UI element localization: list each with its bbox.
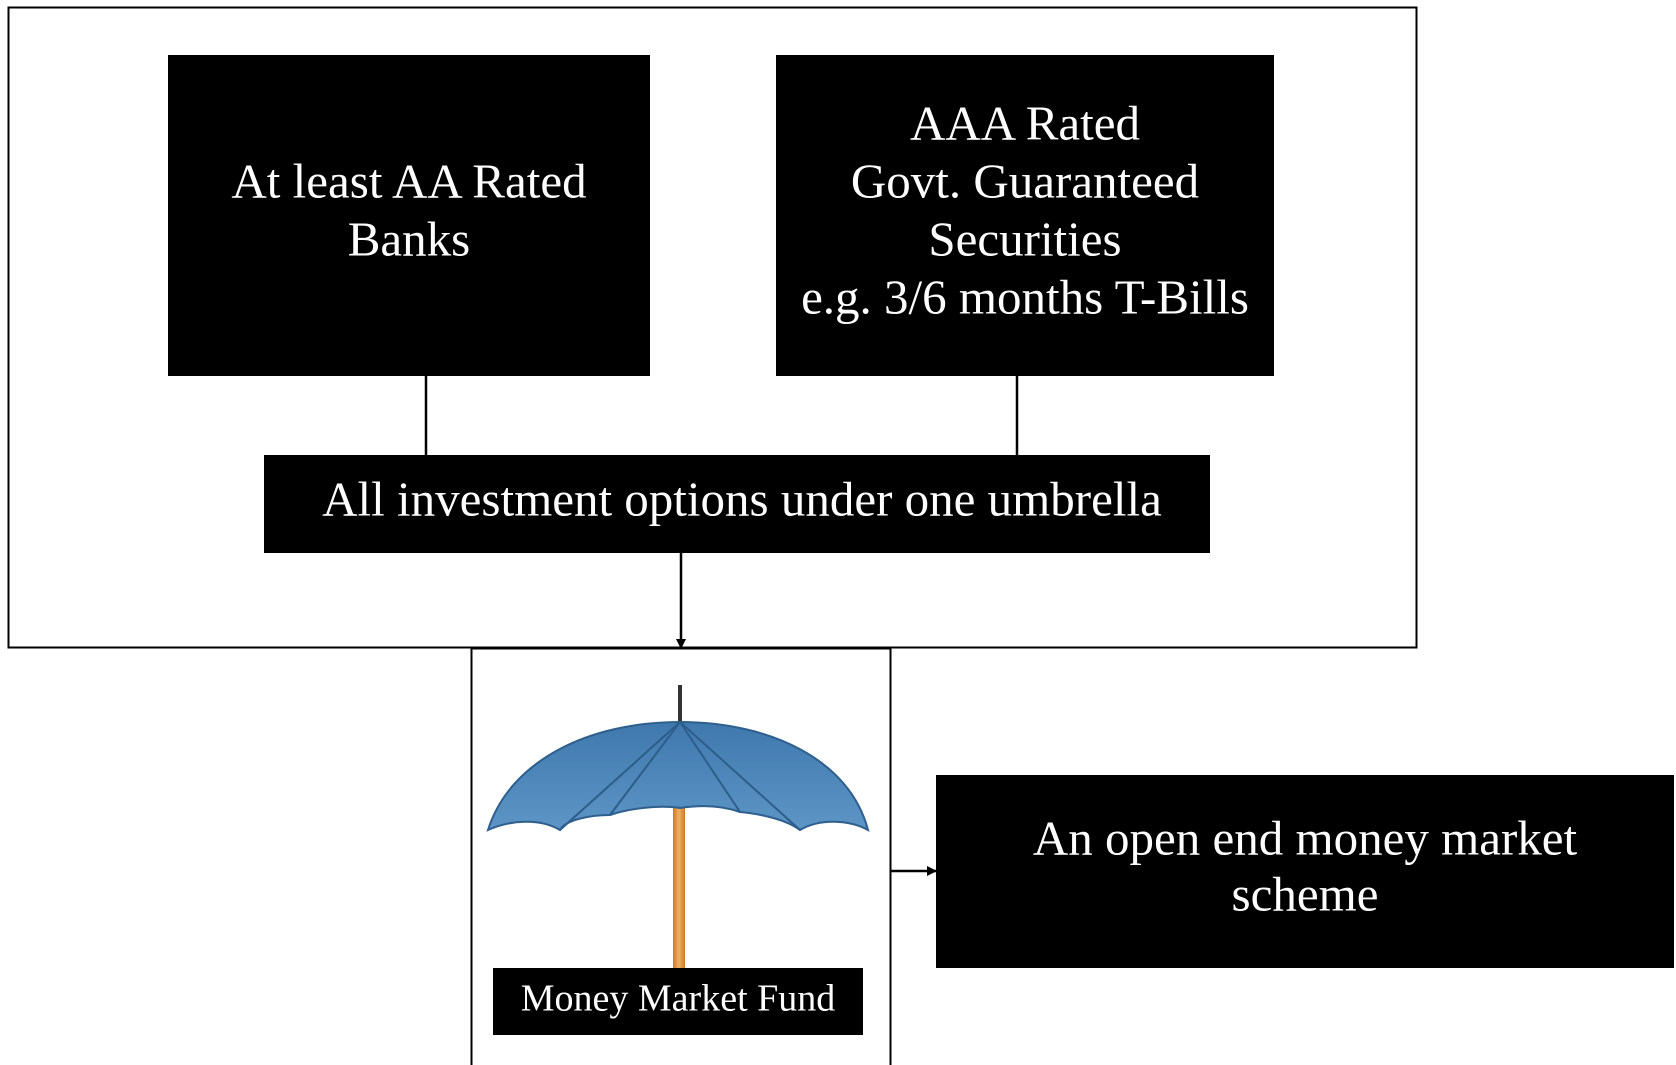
node-box — [264, 455, 1210, 553]
node-label: AAA Rated — [910, 95, 1140, 150]
node-label: An open end money market — [1033, 810, 1578, 865]
node-box — [936, 775, 1674, 968]
node-box — [776, 55, 1274, 376]
umbrella-icon — [486, 685, 870, 975]
node-label: All investment options under one umbrell… — [322, 471, 1162, 526]
node-box — [493, 968, 863, 1035]
node-label: scheme — [1232, 866, 1379, 921]
node-label: e.g. 3/6 months T-Bills — [801, 269, 1249, 324]
node-box — [168, 55, 650, 376]
node-label: Money Market Fund — [521, 978, 836, 1020]
node-label: Govt. Guaranteed — [851, 153, 1199, 208]
node-label: Securities — [928, 211, 1121, 266]
node-label: At least AA Rated — [231, 153, 586, 208]
node-label: Banks — [348, 211, 471, 266]
